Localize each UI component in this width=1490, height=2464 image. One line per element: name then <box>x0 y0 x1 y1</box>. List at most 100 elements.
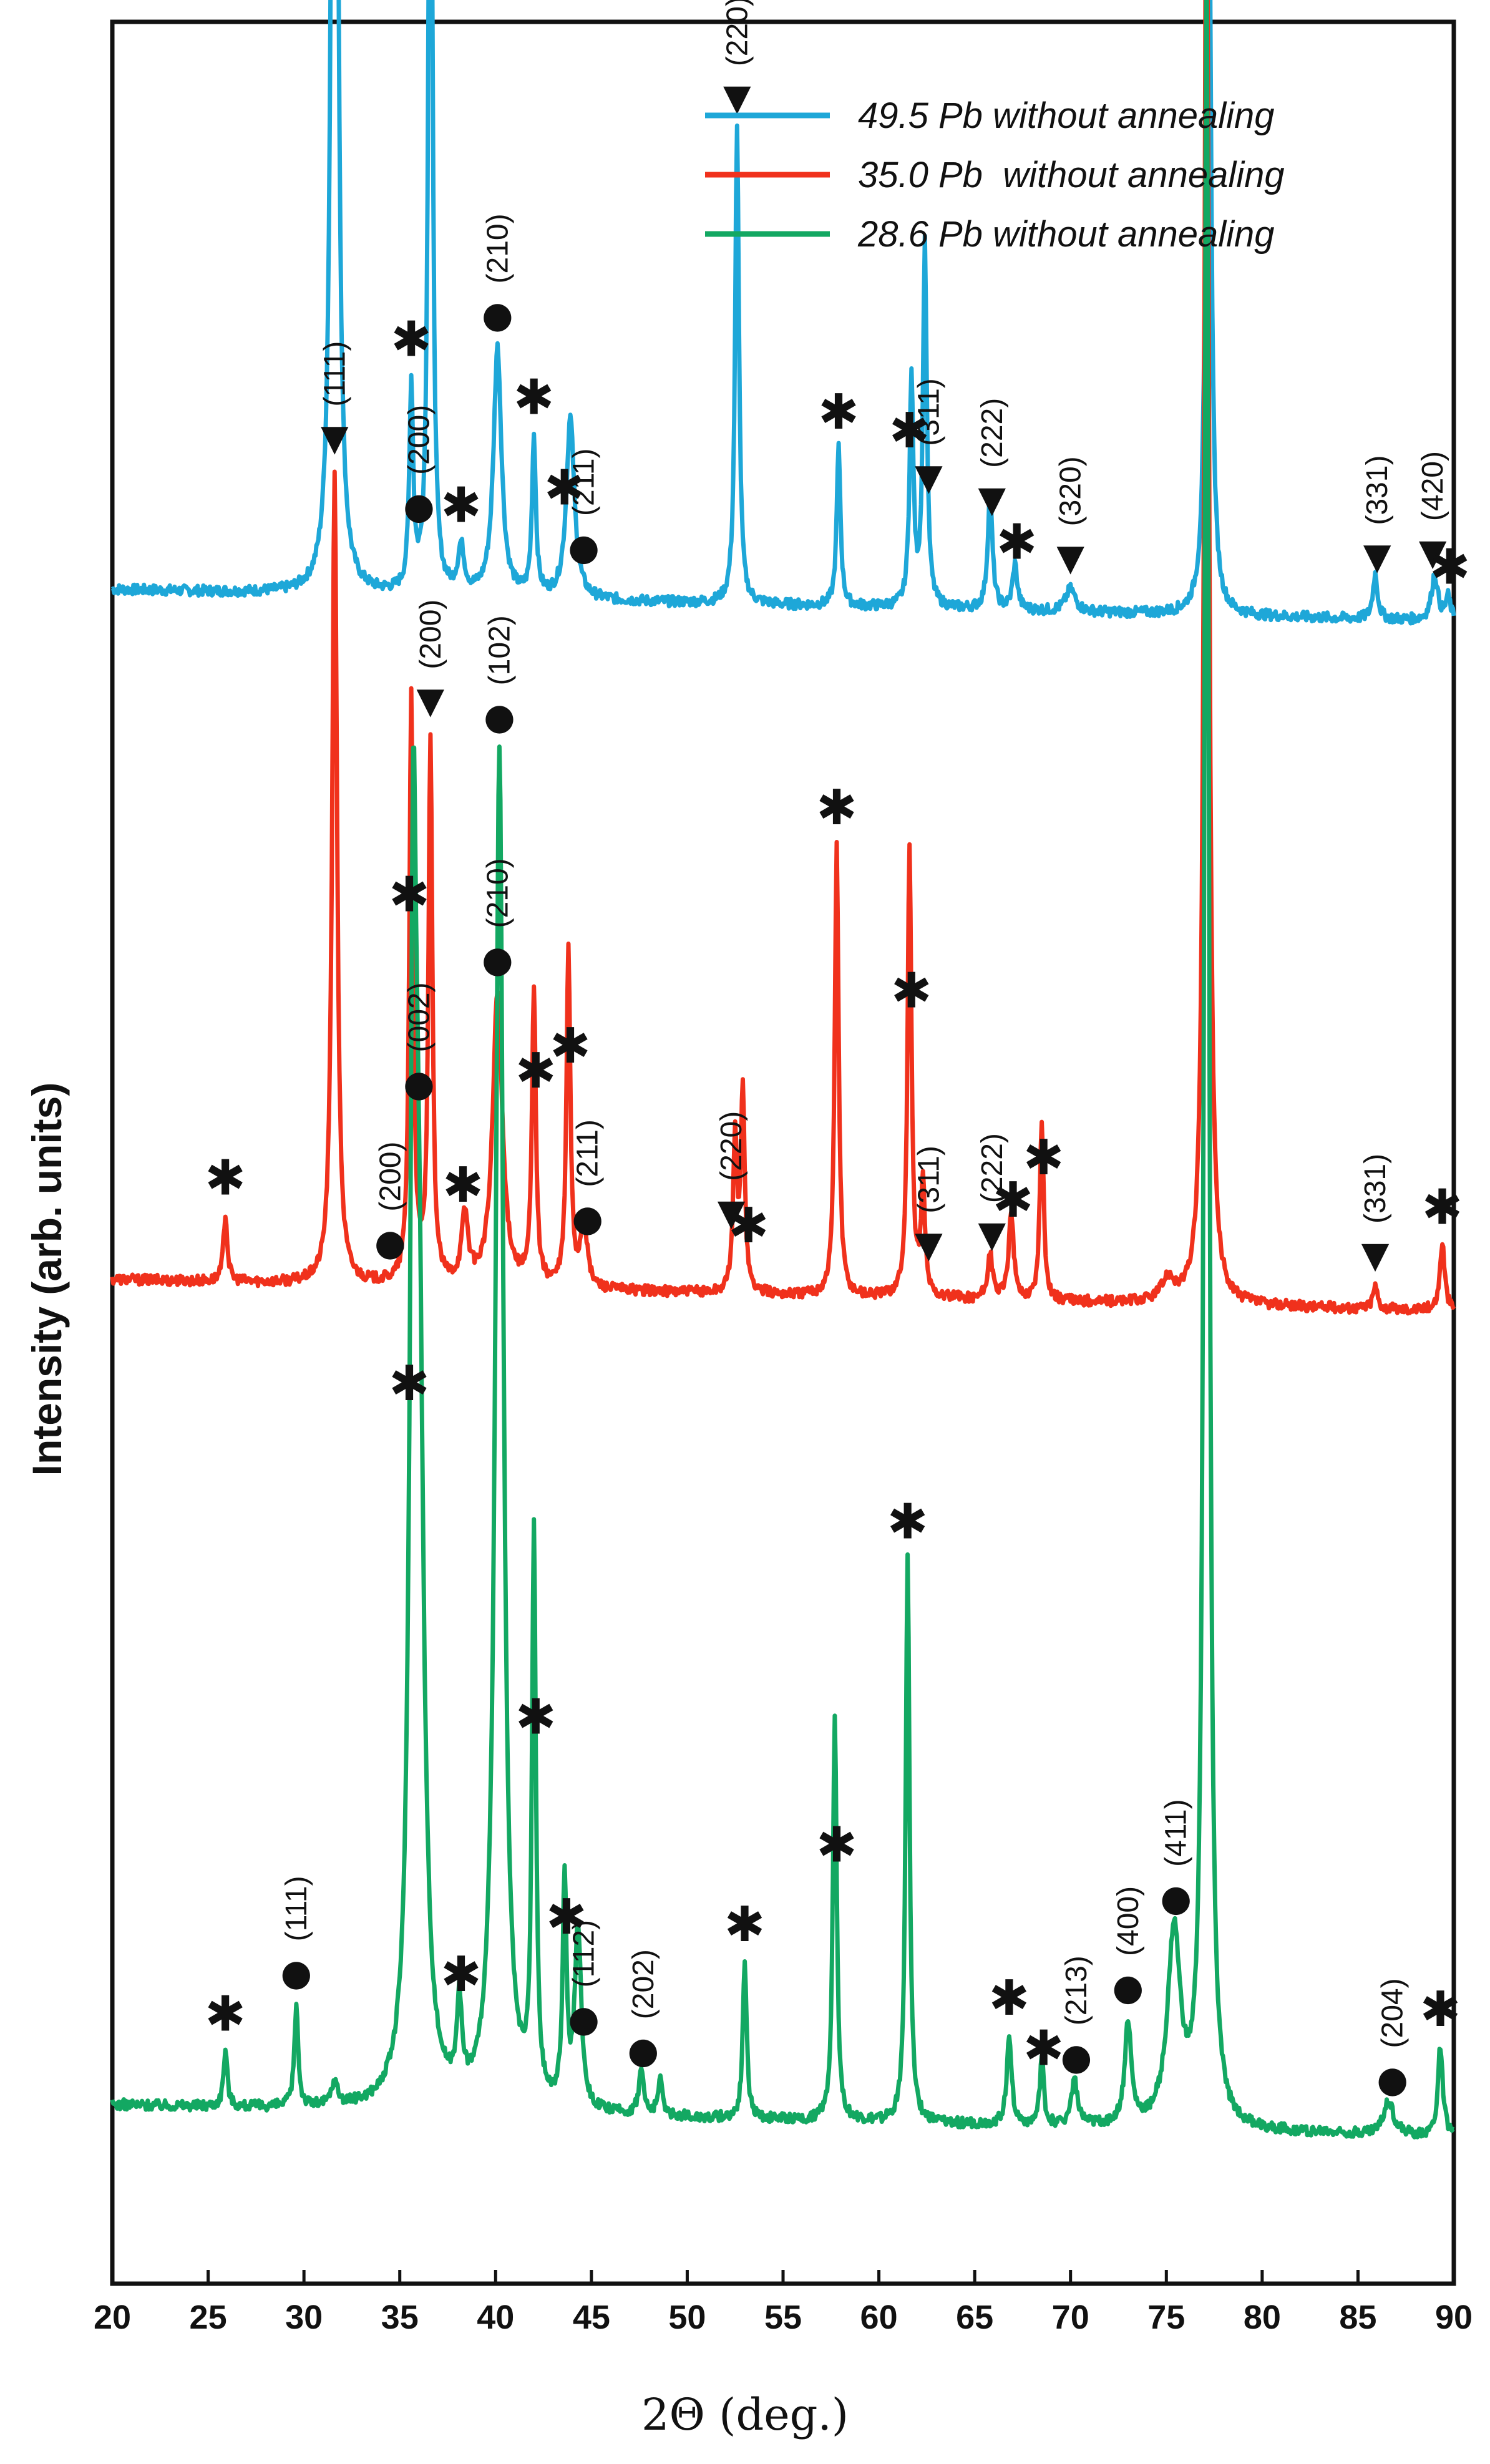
peak-marker-star: ✱ <box>544 460 585 516</box>
peak-label: (311) <box>912 1146 945 1214</box>
x-tick-label: 65 <box>956 2299 993 2336</box>
peak-marker-triangle: ▼ <box>915 1224 943 1266</box>
peak-marker-circle: ● <box>627 2029 659 2072</box>
legend-entry: 35.0 Pb without annealing <box>858 155 1285 195</box>
peak-marker-circle: ● <box>1061 2035 1093 2078</box>
peak-label: (320) <box>1054 456 1088 526</box>
peak-marker-circle: ● <box>1113 1966 1144 2009</box>
x-tick-label: 55 <box>764 2299 802 2336</box>
peak-marker-triangle: ▼ <box>321 417 349 459</box>
peak-marker-star: ✱ <box>205 1151 246 1207</box>
peak-marker-star: ✱ <box>724 1897 765 1953</box>
peak-marker-star: ✱ <box>891 963 932 1019</box>
peak-label: (400) <box>1112 1886 1145 1956</box>
peak-marker-star: ✱ <box>441 478 481 534</box>
peak-marker-star: ✱ <box>546 1889 587 1945</box>
x-tick-label: 75 <box>1147 2299 1185 2336</box>
peak-marker-star: ✱ <box>514 369 554 426</box>
peak-label: (331) <box>1361 455 1394 525</box>
peak-marker-star: ✱ <box>442 1157 483 1214</box>
peak-marker-star: ✱ <box>1420 1982 1461 2038</box>
peak-marker-triangle: ▼ <box>978 1213 1006 1255</box>
peak-marker-star: ✱ <box>993 1172 1033 1229</box>
x-tick-label: 80 <box>1244 2299 1281 2336</box>
peak-marker-star: ✱ <box>1422 1180 1463 1236</box>
legend-entry: 28.6 Pb without annealing <box>857 214 1275 255</box>
plot-frame <box>110 19 1456 2286</box>
peak-marker-star: ✱ <box>389 1356 429 1412</box>
peak-label: (210) <box>481 213 514 283</box>
peak-label: (204) <box>1376 1978 1410 2048</box>
peak-marker-star: ✱ <box>996 514 1037 570</box>
peak-label: (111) <box>318 341 351 407</box>
peak-marker-star: ✱ <box>550 1018 590 1074</box>
peak-label: (411) <box>1160 1799 1193 1867</box>
peak-label: (111) <box>280 1876 313 1941</box>
peak-label: (002) <box>402 982 436 1052</box>
peak-label: (220) <box>721 0 754 66</box>
peak-label: (200) <box>402 405 436 475</box>
x-tick-label: 45 <box>573 2299 610 2336</box>
peak-marker-circle: ● <box>484 695 515 738</box>
peak-label: (112) <box>568 1920 601 1988</box>
legend-entry: 49.5 Pb without annealing <box>858 95 1275 136</box>
x-tick-label: 35 <box>381 2299 419 2336</box>
peak-marker-star: ✱ <box>1023 1130 1064 1186</box>
x-tick-label: 90 <box>1435 2299 1473 2336</box>
peak-marker-circle: ● <box>1160 1877 1192 1919</box>
legend: 49.5 Pb without annealing 35.0 Pb without… <box>705 95 1285 255</box>
peak-marker-triangle: ▼ <box>718 1191 746 1234</box>
peak-label: (200) <box>414 600 447 670</box>
peak-marker-triangle: ▼ <box>417 679 445 722</box>
peak-marker-star: ✱ <box>989 1970 1030 2027</box>
peak-label: (200) <box>374 1142 407 1212</box>
x-tick-label: 25 <box>190 2299 227 2336</box>
peak-marker-star: ✱ <box>1429 540 1470 596</box>
peak-marker-circle: ● <box>572 1197 603 1240</box>
peak-label: (202) <box>627 1949 660 2019</box>
peak-marker-circle: ● <box>403 485 435 527</box>
peak-marker-circle: ● <box>1376 2058 1408 2100</box>
peak-label: (222) <box>976 398 1009 468</box>
x-tick-label: 85 <box>1339 2299 1376 2336</box>
peak-marker-star: ✱ <box>389 867 429 923</box>
peak-marker-triangle: ▼ <box>915 456 943 499</box>
x-tick-label: 20 <box>94 2299 131 2336</box>
series-line-1 <box>110 0 1456 626</box>
peak-marker-star: ✱ <box>391 312 431 368</box>
peak-marker-triangle: ▼ <box>723 76 751 119</box>
peak-marker-triangle: ▼ <box>1056 536 1084 578</box>
peak-marker-star: ✱ <box>515 1689 556 1745</box>
series-line-2 <box>110 0 1456 1316</box>
peak-marker-triangle: ▼ <box>1419 531 1447 573</box>
x-tick-label: 40 <box>477 2299 514 2336</box>
peak-marker-star: ✱ <box>818 384 859 441</box>
x-tick-label: 70 <box>1052 2299 1089 2336</box>
peak-marker-star: ✱ <box>887 1494 928 1550</box>
peak-label: (331) <box>1359 1154 1392 1224</box>
peak-marker-triangle: ▼ <box>978 478 1006 520</box>
peak-label: (211) <box>572 1119 605 1187</box>
peak-marker-circle: ● <box>482 938 514 980</box>
peak-marker-star: ✱ <box>1023 2020 1064 2077</box>
peak-marker-circle: ● <box>568 1997 600 2040</box>
peak-label: (211) <box>568 448 601 516</box>
x-tick-label: 30 <box>285 2299 323 2336</box>
peak-marker-triangle: ▼ <box>1363 535 1391 578</box>
peak-label: (222) <box>976 1133 1009 1203</box>
peak-label: (220) <box>715 1111 748 1181</box>
peak-marker-star: ✱ <box>816 1817 857 1873</box>
x-tick-label: 60 <box>860 2299 898 2336</box>
x-axis-ticks: 20 25 30 35 40 45 50 55 60 65 70 75 80 85 90 <box>94 2270 1473 2336</box>
peak-marker-star: ✱ <box>205 1987 246 2043</box>
x-tick-label: 50 <box>668 2299 706 2336</box>
series-line-3 <box>110 0 1455 2140</box>
annotation-layer: ▼(111)✱●(200)▼(200)✱●(210)✱✱●(211)▼(220)… <box>205 0 1471 2100</box>
peak-label: (311) <box>912 378 945 446</box>
peak-marker-triangle: ▼ <box>1361 1234 1390 1276</box>
peak-marker-star: ✱ <box>441 1947 481 2003</box>
peak-label: (213) <box>1060 1955 1093 2025</box>
peak-label: (420) <box>1416 451 1449 521</box>
peak-marker-star: ✱ <box>728 1198 769 1254</box>
